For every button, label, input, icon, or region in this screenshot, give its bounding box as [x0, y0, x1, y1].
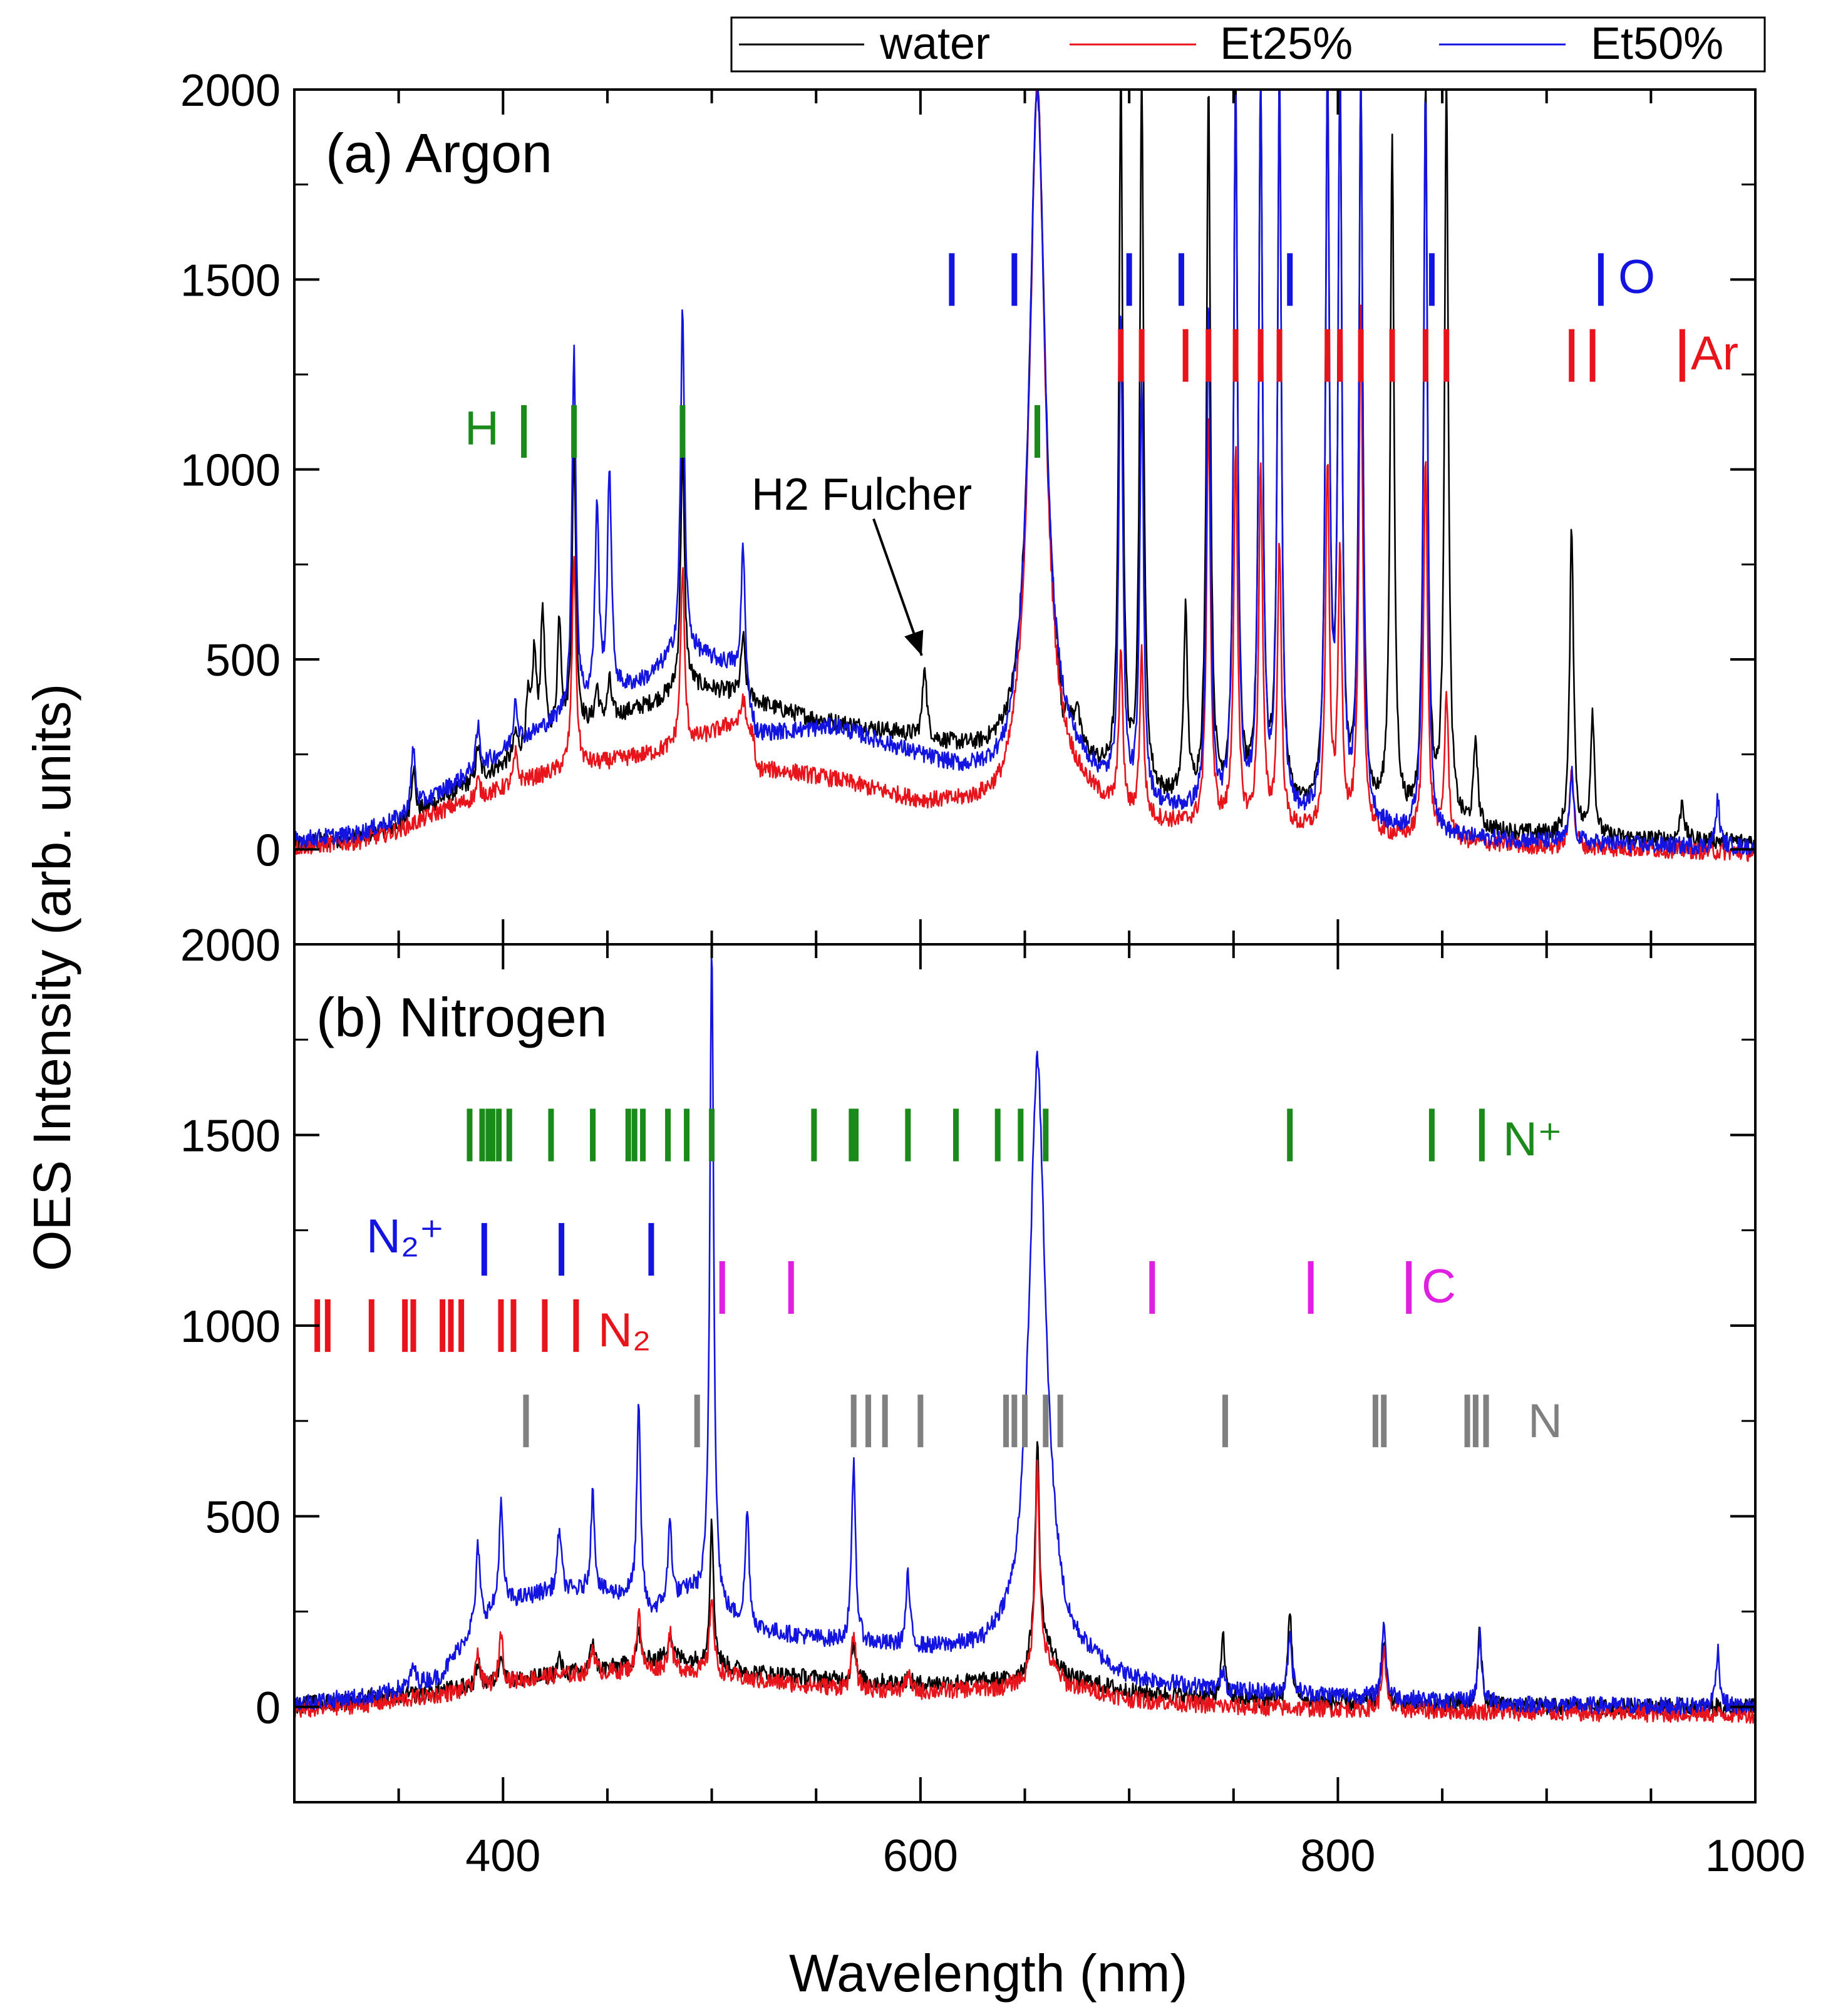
marker-label-n: N — [1528, 1395, 1562, 1448]
y-tick-label-nitrogen-0: 0 — [256, 1683, 281, 1733]
panel-argon: 0 500 1000 1500 2000 — [180, 66, 1757, 946]
y-tick-label-argon-3: 1500 — [180, 255, 281, 306]
marker-label-n2-plus: N₂⁺ — [366, 1210, 445, 1263]
annotation-h2-fulcher: H2 Fulcher — [751, 470, 972, 520]
y-tick-label-argon-1: 500 — [205, 636, 281, 686]
y-tick-label-argon-4: 2000 — [180, 66, 281, 116]
y-tick-label-nitrogen-1: 500 — [205, 1492, 281, 1542]
legend-label-et50: Et50% — [1591, 19, 1723, 69]
plot-area-argon — [294, 90, 1755, 862]
plot-area-nitrogen — [294, 955, 1755, 1724]
legend: water Et25% Et50% — [730, 16, 1766, 73]
marker-label-n-plus: N⁺ — [1503, 1113, 1562, 1166]
y-tick-label-argon-2: 1000 — [180, 446, 281, 496]
legend-label-water: water — [879, 19, 990, 69]
x-tick-label-1: 600 — [883, 1831, 958, 1881]
marker-label-n2: N₂ — [598, 1304, 651, 1357]
x-axis-label: Wavelength (nm) — [789, 1944, 1187, 2003]
panel-b-title: (b) Nitrogen — [316, 986, 607, 1048]
marker-label-h: H — [465, 402, 499, 455]
y-axis-label: OES Intensity (arb. units) — [23, 684, 81, 1271]
annotation-arrow-shaft — [872, 518, 923, 656]
x-tick-label-2: 800 — [1300, 1831, 1375, 1881]
panel-nitrogen: 0 500 1000 1500 2000 400 600 800 1000 — [180, 921, 1805, 1881]
marker-label-o: O — [1618, 250, 1655, 304]
panel-a-title: (a) Argon — [326, 122, 552, 184]
legend-label-et25: Et25% — [1220, 19, 1353, 69]
y-tick-label-nitrogen-3: 1500 — [180, 1111, 281, 1161]
x-tick-label-3: 1000 — [1705, 1831, 1805, 1881]
legend-box — [730, 16, 1766, 73]
series-line-argon-2 — [294, 90, 1755, 856]
marker-label-ar: Ar — [1691, 327, 1738, 380]
annotation-arrow-head — [904, 629, 924, 656]
x-tick-label-0: 400 — [465, 1831, 540, 1881]
y-tick-label-nitrogen-2: 1000 — [180, 1302, 281, 1352]
y-tick-label-nitrogen-4: 2000 — [180, 921, 281, 971]
y-tick-label-argon-0: 0 — [256, 825, 281, 875]
marker-label-c: C — [1422, 1260, 1456, 1313]
